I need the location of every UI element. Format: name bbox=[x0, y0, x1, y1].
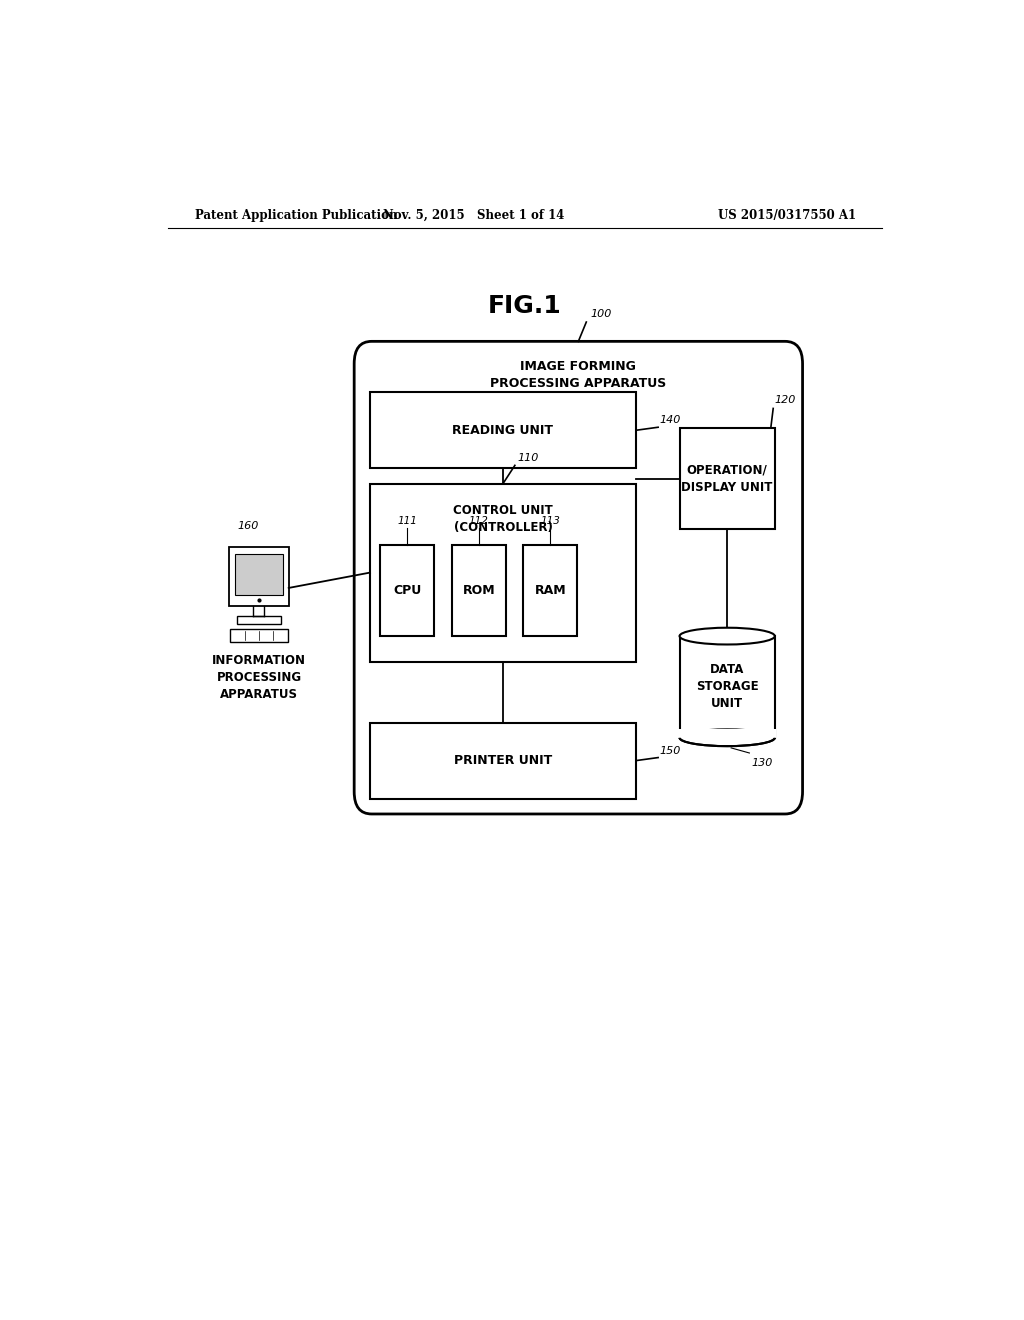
Text: CPU: CPU bbox=[393, 583, 422, 597]
Text: 130: 130 bbox=[751, 758, 772, 768]
Text: 113: 113 bbox=[541, 516, 560, 527]
Ellipse shape bbox=[680, 628, 775, 644]
Text: IMAGE FORMING
PROCESSING APPARATUS: IMAGE FORMING PROCESSING APPARATUS bbox=[490, 359, 667, 389]
Bar bbox=[238, 615, 281, 624]
Text: FIG.1: FIG.1 bbox=[487, 294, 562, 318]
Text: 150: 150 bbox=[659, 746, 681, 755]
Text: RAM: RAM bbox=[535, 583, 566, 597]
Bar bbox=[230, 630, 288, 643]
Text: 140: 140 bbox=[659, 416, 681, 425]
Bar bbox=[370, 722, 636, 799]
Bar bbox=[680, 428, 775, 529]
Text: 160: 160 bbox=[238, 521, 258, 532]
Text: 112: 112 bbox=[469, 516, 488, 527]
Text: OPERATION/
DISPLAY UNIT: OPERATION/ DISPLAY UNIT bbox=[682, 463, 773, 494]
Text: CONTROL UNIT
(CONTROLLER): CONTROL UNIT (CONTROLLER) bbox=[453, 504, 553, 535]
Text: PRINTER UNIT: PRINTER UNIT bbox=[454, 754, 552, 767]
Text: 100: 100 bbox=[590, 309, 611, 319]
Bar bbox=[678, 729, 776, 738]
Text: Nov. 5, 2015   Sheet 1 of 14: Nov. 5, 2015 Sheet 1 of 14 bbox=[383, 209, 564, 222]
FancyBboxPatch shape bbox=[354, 342, 803, 814]
Text: ROM: ROM bbox=[463, 583, 495, 597]
Text: 120: 120 bbox=[775, 396, 796, 405]
Text: READING UNIT: READING UNIT bbox=[453, 424, 554, 437]
Text: DATA
STORAGE
UNIT: DATA STORAGE UNIT bbox=[696, 664, 759, 710]
Ellipse shape bbox=[680, 730, 775, 746]
Bar bbox=[370, 483, 636, 661]
Text: 111: 111 bbox=[397, 516, 418, 527]
Text: 110: 110 bbox=[517, 453, 539, 463]
Bar bbox=[380, 545, 434, 636]
Text: US 2015/0317550 A1: US 2015/0317550 A1 bbox=[718, 209, 856, 222]
Bar bbox=[234, 554, 284, 595]
Bar bbox=[452, 545, 506, 636]
Text: INFORMATION
PROCESSING
APPARATUS: INFORMATION PROCESSING APPARATUS bbox=[212, 655, 306, 701]
Text: Patent Application Publication: Patent Application Publication bbox=[196, 209, 398, 222]
Bar bbox=[370, 392, 636, 469]
Bar bbox=[523, 545, 578, 636]
Bar bbox=[229, 546, 289, 606]
